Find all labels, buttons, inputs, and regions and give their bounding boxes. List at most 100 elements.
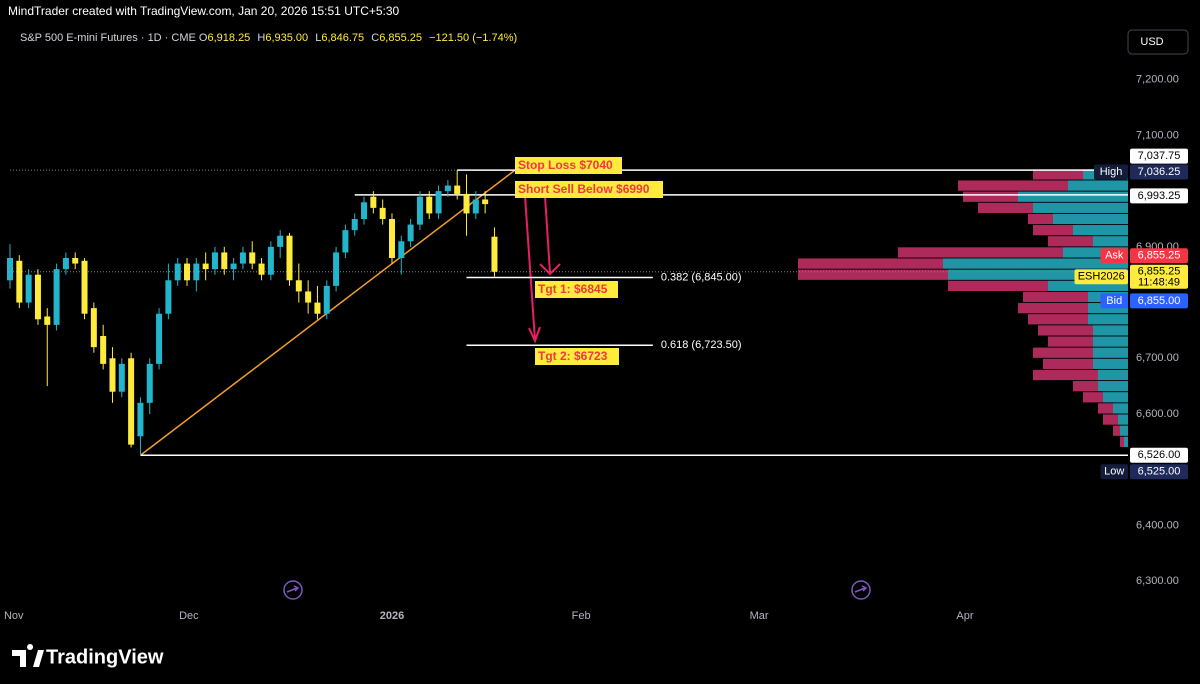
price-tag-label-box [1100, 293, 1128, 309]
vp-up [1068, 180, 1128, 191]
candle-body [34, 274, 41, 320]
candle-body [16, 260, 23, 303]
vp-up [1098, 381, 1128, 392]
price-tag-box [1130, 148, 1188, 164]
legend-value: 6,918.25 [207, 32, 251, 44]
price-tag-text: 6,526.00 [1138, 449, 1181, 461]
candle-body [230, 263, 237, 270]
arrows [524, 195, 561, 344]
candle-body [184, 263, 191, 281]
candle-body [156, 313, 163, 364]
vp-up [1120, 425, 1128, 436]
legend-key: L [315, 32, 322, 44]
candle-body [416, 196, 423, 225]
time-icon[interactable] [283, 580, 303, 600]
candle-body [323, 285, 330, 314]
candle-body [277, 235, 284, 247]
candle-body [239, 252, 246, 264]
icon-arrow[interactable] [854, 585, 868, 593]
y-tick-label: 6,700.00 [1136, 352, 1179, 364]
candle-body [109, 358, 116, 392]
vp-down [798, 258, 943, 269]
y-tick-label: 6,300.00 [1136, 575, 1179, 587]
vp-down [1073, 381, 1098, 392]
candle-body [342, 230, 349, 253]
vp-down [1028, 314, 1088, 325]
vp-up [1073, 225, 1128, 236]
candle-body [333, 252, 340, 286]
annotation: Stop Loss $7040 [518, 158, 613, 172]
annotation: Tgt 2: $6723 [538, 349, 608, 363]
candle-body [249, 252, 256, 264]
candle-body [407, 224, 414, 242]
price-tag-box [1130, 164, 1188, 180]
icon-circle[interactable] [851, 580, 871, 600]
icon-circle[interactable] [283, 580, 303, 600]
candle-body [482, 199, 489, 205]
price-tag-label: Ask [1105, 250, 1124, 262]
candle-body [221, 252, 228, 270]
vp-up [1093, 347, 1128, 358]
icon-arrow[interactable] [286, 585, 300, 593]
price-tag-text: 6,525.00 [1138, 466, 1181, 478]
candle-body [426, 196, 433, 214]
arrow [539, 195, 561, 276]
vp-up [1093, 358, 1128, 369]
vp-down [1048, 236, 1093, 247]
fib-label: 0.618 (6,723.50) [661, 339, 742, 351]
logo: TradingView [12, 644, 164, 668]
vp-down [798, 269, 948, 280]
byline: MindTrader created with TradingView.com,… [8, 4, 400, 18]
x-tick-label: Apr [956, 610, 973, 622]
legend-change: −121.50 (−1.74%) [429, 32, 518, 44]
time-icon[interactable] [851, 580, 871, 600]
vp-up [1093, 336, 1128, 347]
candle-body [165, 280, 172, 314]
usd-button[interactable]: USD [1127, 29, 1189, 55]
currency[interactable]: USD [1140, 36, 1163, 48]
arrow [524, 195, 541, 344]
candle-body [491, 236, 498, 272]
vp-down [1103, 414, 1118, 425]
legend-key: C [371, 32, 380, 44]
vp-down [1083, 392, 1103, 403]
candle-body [463, 193, 470, 214]
vp-down [1113, 425, 1120, 436]
price-tag-box [1130, 248, 1188, 264]
price-tag-text: 6,855.25 [1138, 266, 1181, 278]
price-tag-label: ESH2026 [1078, 271, 1125, 283]
annotation-box [535, 348, 619, 365]
candle-body [314, 302, 321, 314]
x-tick-label: 2026 [380, 610, 404, 622]
price-tag-label: High [1100, 166, 1123, 178]
usd-button-frame[interactable] [1127, 29, 1189, 55]
vp-down [1028, 213, 1053, 225]
candle-body [53, 269, 60, 325]
vp-down [898, 247, 1063, 258]
x-tick-label: Mar [750, 610, 769, 622]
candle-body [90, 308, 97, 348]
x-tick-label: Feb [572, 610, 591, 622]
legend-value: 6,855.25 [379, 32, 423, 44]
brand: TradingView [46, 646, 164, 668]
price-tag-label-box [1100, 464, 1128, 480]
annotation-box [515, 157, 622, 174]
price-tag-text: 7,037.75 [1138, 150, 1181, 162]
candle-body [44, 316, 51, 325]
vp-up [1033, 202, 1128, 213]
candle-body [118, 363, 125, 392]
vp-up [1093, 325, 1128, 336]
vp-down [963, 191, 1018, 202]
price-tag-text: 7,036.25 [1138, 166, 1181, 178]
vp-down [948, 280, 1048, 291]
candle-body [211, 252, 218, 270]
vp-up [1118, 414, 1128, 425]
vp-up [1113, 403, 1128, 414]
symbol: S&P 500 E-mini Futures · 1D · CME [20, 32, 196, 44]
vp-up [1053, 213, 1128, 225]
y-tick-label: 7,100.00 [1136, 129, 1179, 141]
vp-up [1088, 314, 1128, 325]
x-tick-label: Nov [4, 610, 24, 622]
candle-body [100, 336, 107, 364]
